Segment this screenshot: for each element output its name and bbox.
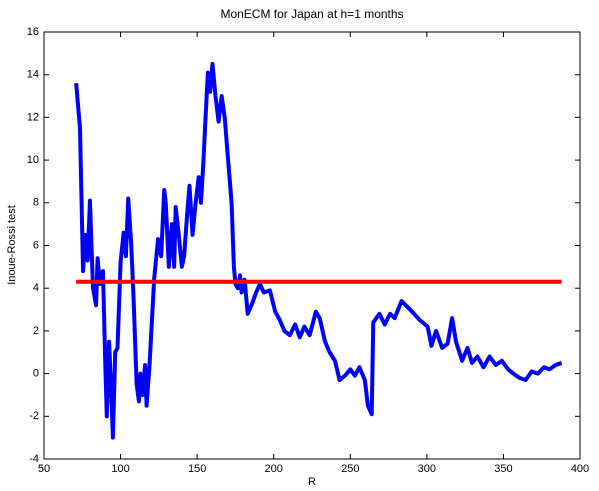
x-tick-label: 50	[38, 463, 50, 475]
y-tick-label: 8	[33, 197, 39, 209]
x-axis-label: R	[308, 476, 316, 488]
x-tick-label: 100	[111, 463, 129, 475]
y-tick-label: 16	[27, 26, 39, 38]
y-axis-label: Inoue-Rossi test	[6, 205, 18, 284]
x-tick-label: 250	[341, 463, 359, 475]
y-tick-label: -4	[29, 453, 39, 465]
x-tick-label: 400	[571, 463, 589, 475]
x-tick-label: 200	[265, 463, 283, 475]
x-tick-label: 300	[418, 463, 436, 475]
y-tick-label: -2	[29, 410, 39, 422]
chart-title: MonECM for Japan at h=1 months	[220, 7, 403, 21]
y-tick-label: 0	[33, 368, 39, 380]
y-tick-label: 10	[27, 154, 39, 166]
x-tick-label: 150	[188, 463, 206, 475]
y-tick-label: 4	[33, 282, 39, 294]
plot-area	[43, 31, 581, 460]
y-tick-label: 12	[27, 111, 39, 123]
y-tick-label: 2	[33, 325, 39, 337]
y-tick-label: 6	[33, 239, 39, 251]
y-tick-label: 14	[27, 69, 39, 81]
x-tick-label: 350	[494, 463, 512, 475]
